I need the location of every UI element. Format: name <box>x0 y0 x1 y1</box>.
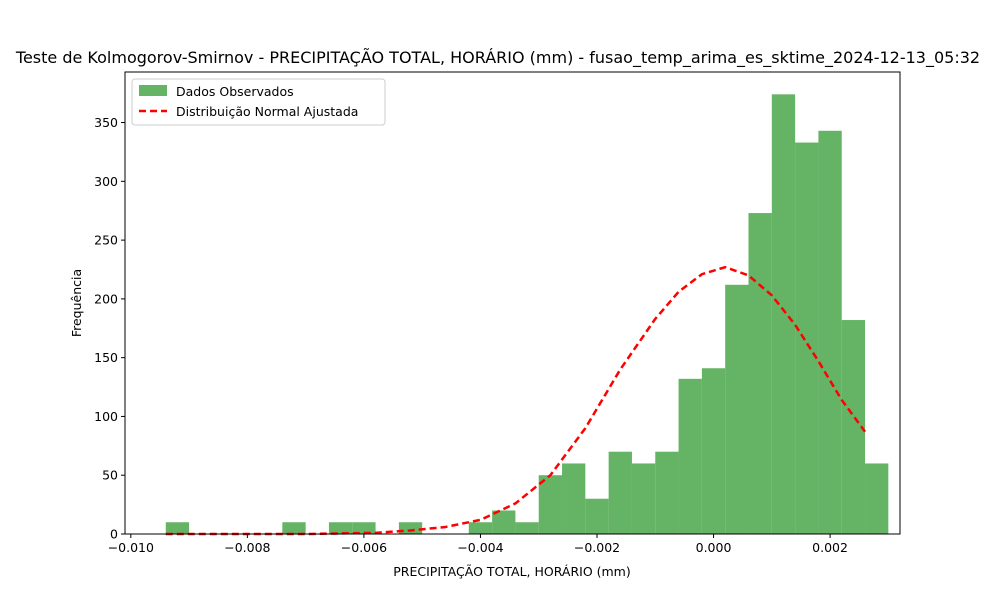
chart-title: Teste de Kolmogorov-Smirnov - PRECIPITAÇ… <box>15 48 980 68</box>
histogram-bar <box>865 463 889 534</box>
histogram-bar <box>608 451 632 534</box>
histogram-bar <box>562 463 586 534</box>
y-tick-label: 350 <box>94 115 118 130</box>
x-tick-label: −0.008 <box>224 540 270 555</box>
y-tick-label: 200 <box>94 291 118 306</box>
histogram-bar <box>515 522 539 534</box>
x-axis-label: PRECIPITAÇÃO TOTAL, HORÁRIO (mm) <box>393 564 631 579</box>
y-tick-label: 0 <box>110 527 118 542</box>
histogram-bar <box>771 94 796 534</box>
x-tick-label: −0.010 <box>108 540 154 555</box>
x-axis-ticks: −0.010 −0.008 −0.006 −0.004 −0.002 0.000 0.002 <box>108 534 848 555</box>
legend: Dados Observados Distribuição Normal Aju… <box>131 78 386 126</box>
histogram-bar <box>538 475 563 534</box>
histogram-bar <box>468 522 493 534</box>
histogram-bar <box>398 522 423 534</box>
histogram-bar <box>818 130 842 534</box>
histogram-bar <box>841 320 866 534</box>
histogram-bars <box>165 94 889 534</box>
histogram-bar <box>585 498 609 534</box>
x-tick-label: −0.004 <box>457 540 503 555</box>
histogram-bar <box>725 284 749 534</box>
plot-frame <box>124 71 901 535</box>
x-tick-label: −0.006 <box>341 540 387 555</box>
y-tick-label: 300 <box>94 174 118 189</box>
histogram-bar <box>165 522 190 534</box>
histogram-bar <box>795 142 819 534</box>
y-axis-label: Frequência <box>69 269 84 337</box>
y-tick-label: 50 <box>102 468 118 483</box>
histogram-bar <box>328 522 353 534</box>
y-axis-ticks: 0 50 100 150 200 250 300 350 <box>94 115 125 542</box>
y-tick-label: 250 <box>94 233 118 248</box>
histogram-bar <box>748 213 772 534</box>
legend-label-observed: Dados Observados <box>176 84 294 99</box>
histogram-bar <box>492 510 516 534</box>
legend-label-normal-fit: Distribuição Normal Ajustada <box>176 104 358 119</box>
x-tick-label: 0.000 <box>696 540 732 555</box>
x-tick-label: 0.002 <box>812 540 848 555</box>
legend-box <box>131 78 386 126</box>
histogram-bar <box>631 463 656 534</box>
histogram-bar <box>678 378 702 534</box>
histogram-bar <box>701 368 726 534</box>
histogram-bar <box>352 522 376 534</box>
y-tick-label: 150 <box>94 350 118 365</box>
histogram-bar <box>655 451 679 534</box>
y-tick-label: 100 <box>94 409 118 424</box>
x-tick-label: −0.002 <box>574 540 620 555</box>
legend-swatch-observed <box>139 85 167 96</box>
histogram-bar <box>282 522 306 534</box>
